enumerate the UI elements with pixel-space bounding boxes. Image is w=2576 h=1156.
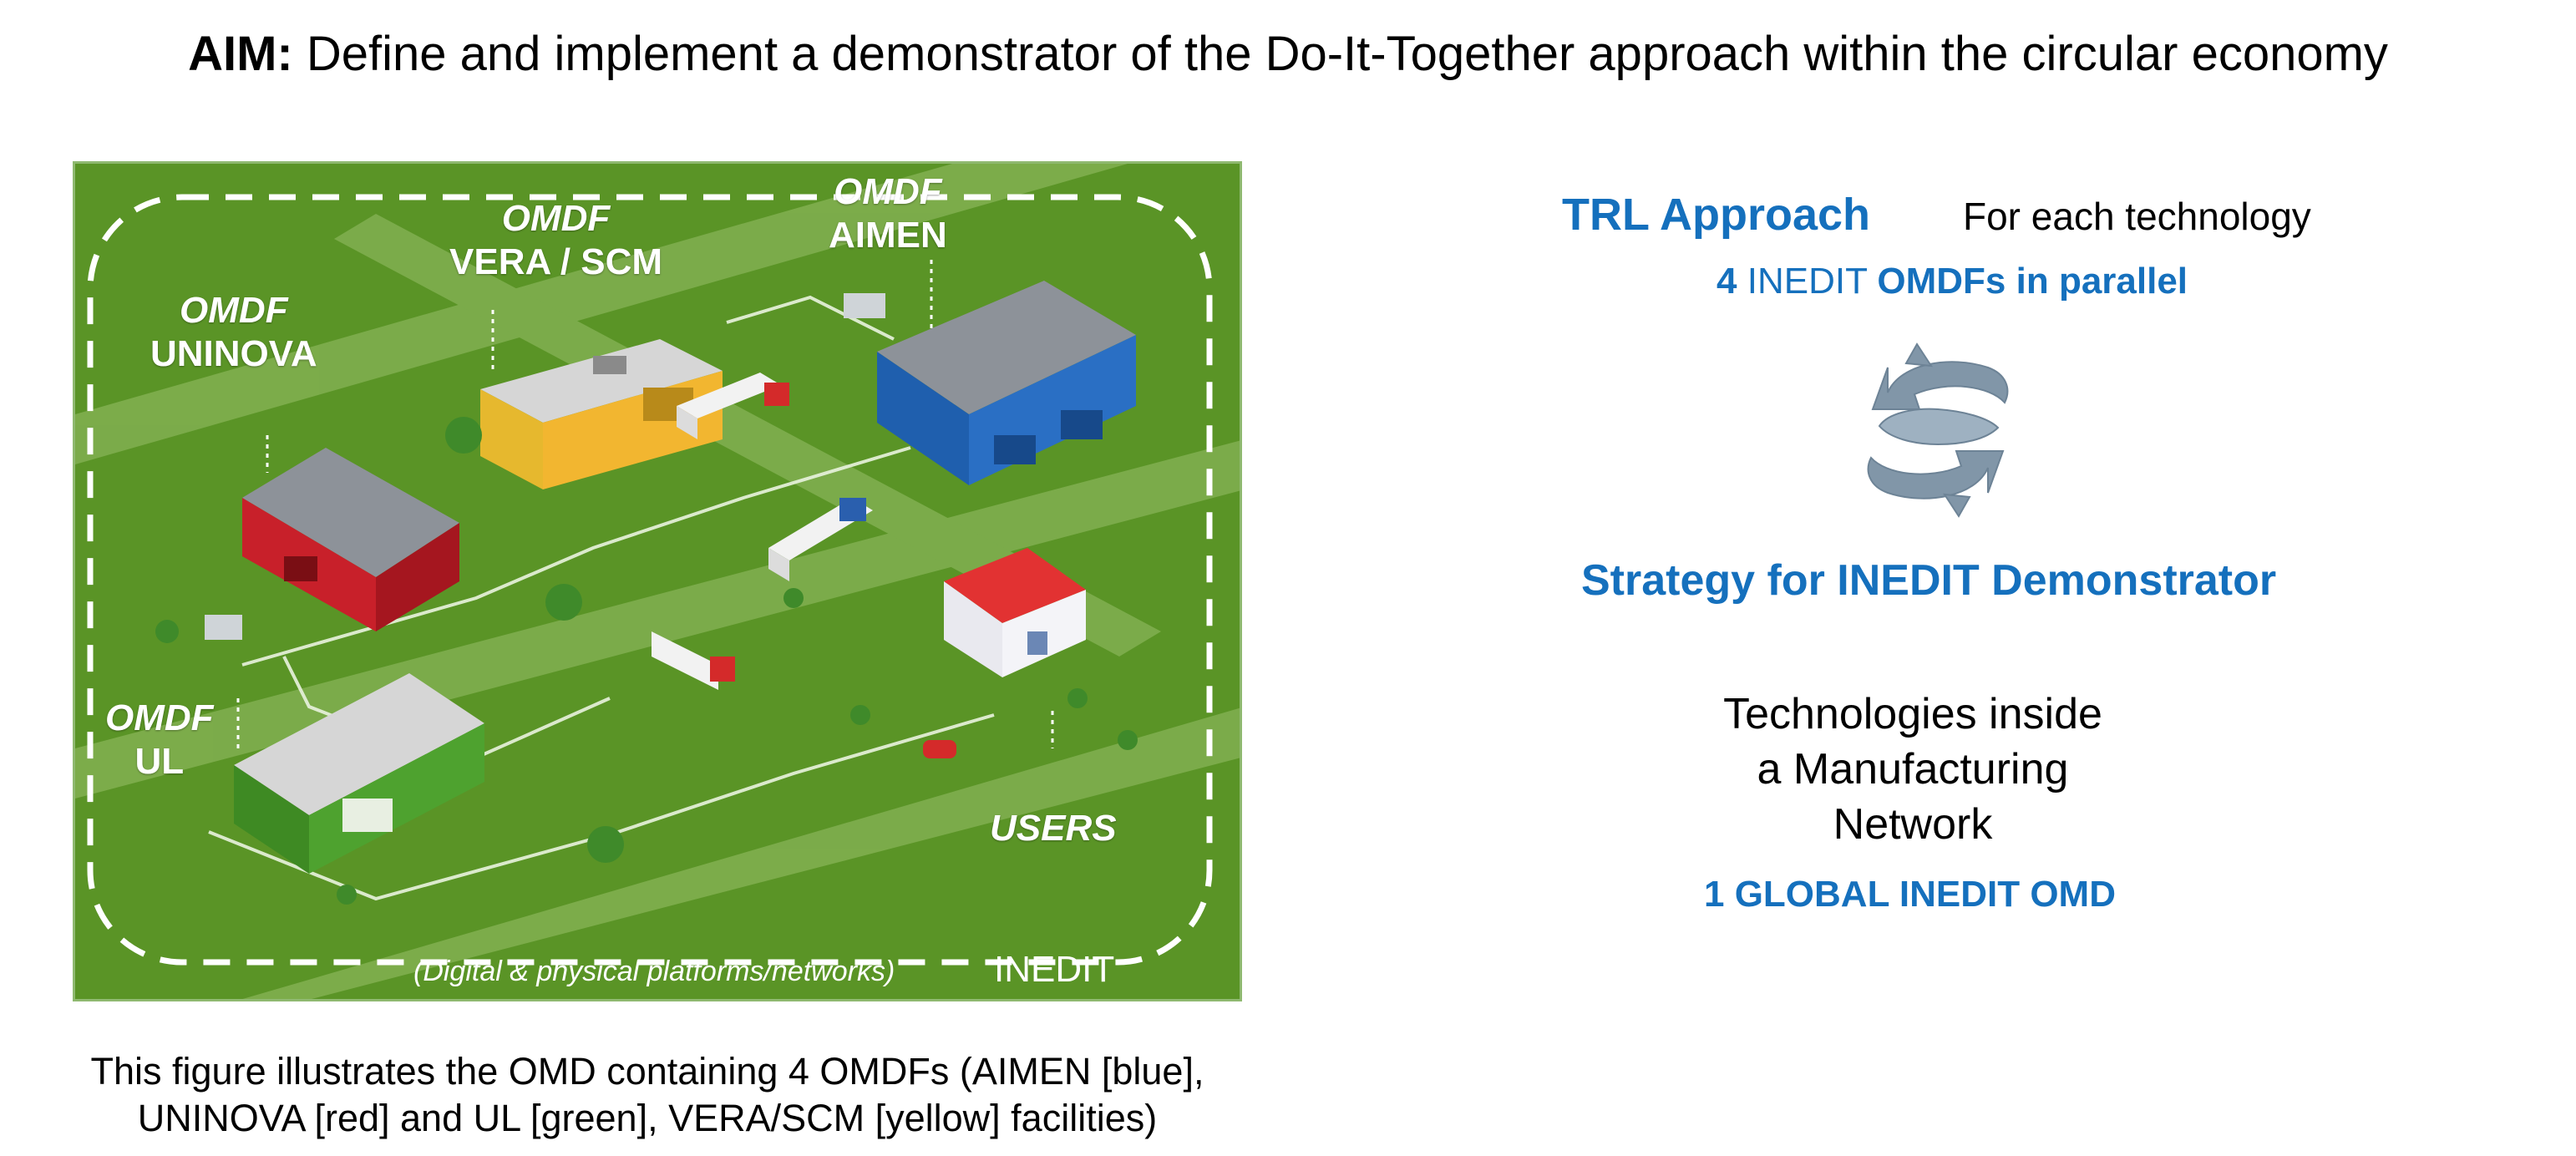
ul-building: [234, 673, 484, 874]
inedit-brand: INEDIT: [994, 949, 1115, 990]
parallel-rest: OMDFs in parallel: [1877, 261, 2188, 302]
uninova-building: [242, 448, 459, 631]
aim-heading: AIM: Define and implement a demonstrator…: [0, 17, 2576, 92]
caption-line-1: This figure illustrates the OMD containi…: [90, 1050, 1204, 1093]
parallel-inedit: INEDIT: [1747, 261, 1868, 302]
omd-network-drawing: [75, 164, 1240, 999]
technologies-line-3: Network: [1833, 800, 1993, 849]
uninova-name: UNINOVA: [150, 333, 317, 374]
omd-illustration: OMDF VERA / SCM OMDF AIMEN OMDF UNINOVA …: [73, 161, 1242, 1001]
platforms-note: (Digital & physical platforms/networks): [413, 956, 895, 987]
vera-label: OMDF VERA / SCM: [449, 197, 662, 284]
figure-caption: This figure illustrates the OMD containi…: [25, 1048, 1270, 1142]
for-each-technology: For each technology: [1963, 195, 2311, 238]
aimen-building: [877, 281, 1136, 485]
trucks: [205, 293, 956, 758]
trees: [155, 417, 1138, 905]
strategy-heading: Strategy for INEDIT Demonstrator: [1581, 556, 2277, 605]
caption-line-2: UNINOVA [red] and UL [green], VERA/SCM […: [137, 1097, 1158, 1139]
aimen-name: AIMEN: [829, 215, 947, 256]
aimen-omdf: OMDF: [834, 171, 942, 212]
omd-boundary: [87, 194, 1213, 966]
vera-name: VERA / SCM: [449, 241, 663, 282]
ul-label: OMDF UL: [105, 697, 214, 783]
aimen-label: OMDF AIMEN: [829, 170, 947, 257]
cycle-arrows-icon: [1867, 342, 2009, 518]
uninova-omdf: OMDF: [180, 290, 288, 331]
technologies-line-2: a Manufacturing: [1757, 745, 2069, 793]
users-house: [944, 548, 1086, 677]
vera-building: [480, 339, 723, 489]
global-omd-line: 1 GLOBAL INEDIT OMD: [1704, 874, 2116, 915]
aim-text: Define and implement a demonstrator of t…: [306, 27, 2388, 81]
parallel-omdfs-line: 4 INEDIT OMDFs in parallel: [1716, 261, 2188, 302]
parallel-count: 4: [1716, 261, 1737, 302]
vera-omdf: OMDF: [501, 198, 611, 239]
leader-lines: [236, 260, 1054, 748]
uninova-label: OMDF UNINOVA: [150, 289, 317, 376]
ul-omdf: OMDF: [105, 697, 214, 738]
trl-approach-heading: TRL Approach: [1562, 190, 1871, 240]
users-label: USERS: [990, 808, 1117, 849]
technologies-text: Technologies inside a Manufacturing Netw…: [1654, 687, 2172, 852]
aim-label: AIM:: [188, 27, 293, 81]
technologies-line-1: Technologies inside: [1723, 690, 2102, 738]
ul-name: UL: [134, 741, 185, 782]
